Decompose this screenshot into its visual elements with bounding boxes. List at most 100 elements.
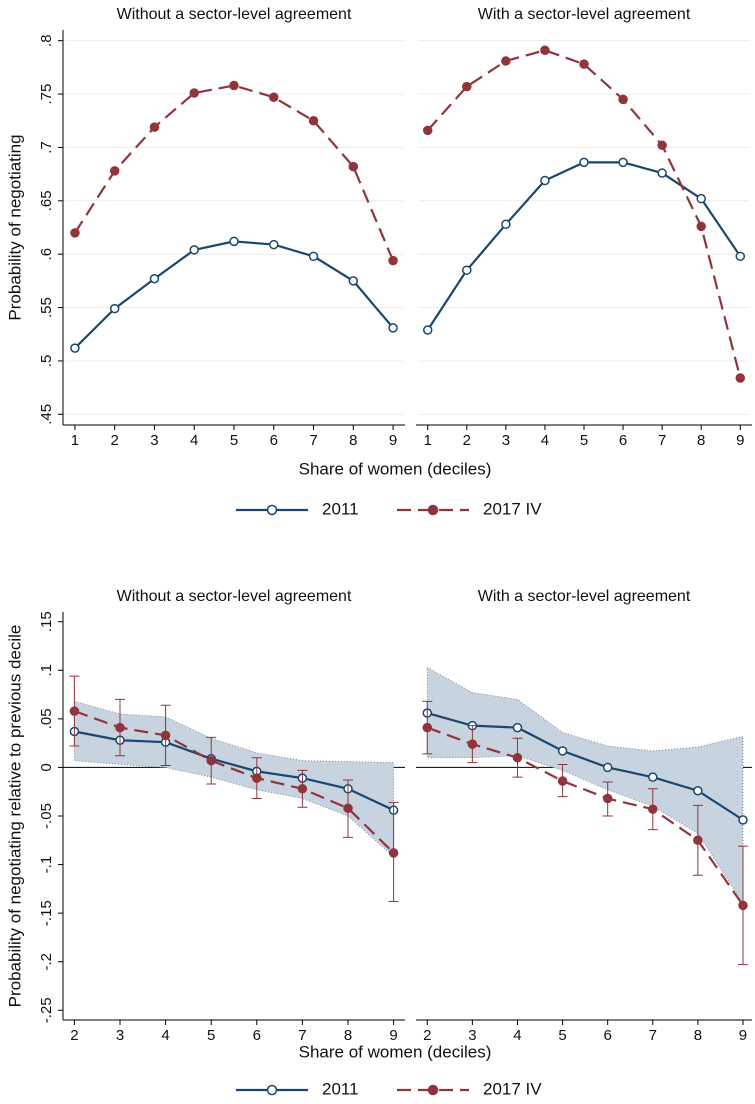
point <box>735 251 746 262</box>
point <box>348 276 359 286</box>
point <box>602 793 613 804</box>
point <box>229 80 239 91</box>
y-tick-label: .6 <box>38 248 55 261</box>
x-tick-label: 3 <box>468 1027 476 1044</box>
point <box>149 273 160 284</box>
y-tick-label: .1 <box>38 664 55 677</box>
x-tick-label: 5 <box>230 432 238 449</box>
point <box>252 773 262 783</box>
legend-marker <box>427 504 439 516</box>
x-tick-label: 2 <box>111 432 119 449</box>
point <box>388 323 398 333</box>
point <box>388 255 398 266</box>
x-tick-label: 7 <box>649 1027 657 1044</box>
x-tick-label: 2 <box>70 1027 78 1044</box>
point <box>618 157 628 168</box>
y-axis-label: Probability of negotiating <box>5 134 24 320</box>
point <box>189 88 199 98</box>
legend-label: 2017 IV <box>483 1079 542 1098</box>
point <box>115 722 125 733</box>
point <box>462 81 472 92</box>
point <box>297 784 308 794</box>
point <box>657 140 667 151</box>
x-tick-label: 8 <box>697 432 705 449</box>
y-axis-label: Probability of negotiating relative to p… <box>5 625 24 1008</box>
x-tick-label: 3 <box>116 1027 124 1044</box>
point <box>109 166 120 176</box>
x-tick-label: 3 <box>150 432 158 449</box>
point <box>189 245 199 255</box>
y-tick-label: 0 <box>38 763 55 771</box>
x-tick-label: 9 <box>389 1027 397 1044</box>
series-line <box>426 49 742 379</box>
x-tick-label: 7 <box>309 432 317 449</box>
x-tick-label: 8 <box>694 1027 702 1044</box>
y-tick-label: .05 <box>38 708 55 729</box>
series-line <box>74 240 394 349</box>
y-tick-label: .45 <box>38 404 55 425</box>
point <box>308 251 319 262</box>
x-tick-label: 3 <box>502 432 510 449</box>
point <box>308 115 319 126</box>
point <box>602 762 613 773</box>
point <box>109 303 120 314</box>
point <box>540 45 550 56</box>
x-axis-label: Share of women (deciles) <box>299 1042 492 1061</box>
point <box>557 776 568 786</box>
y-tick-label: .7 <box>38 141 55 154</box>
x-tick-label: 4 <box>190 432 198 449</box>
x-tick-label: 1 <box>71 432 79 449</box>
point <box>149 122 160 132</box>
series-line <box>74 84 395 262</box>
point <box>160 730 171 741</box>
point <box>388 848 399 858</box>
point <box>693 835 703 846</box>
point <box>512 722 523 733</box>
point <box>657 168 667 178</box>
point <box>618 94 628 105</box>
legend-label: 2011 <box>322 1079 359 1098</box>
legend-marker <box>266 1084 278 1096</box>
x-tick-label: 8 <box>349 432 357 449</box>
y-tick-label: .5 <box>38 355 55 368</box>
x-tick-label: 4 <box>513 1027 521 1044</box>
y-tick-label: .8 <box>38 34 55 47</box>
x-tick-label: 2 <box>423 1027 431 1044</box>
series-line <box>426 161 742 331</box>
point <box>422 325 433 335</box>
y-tick-label: -.2 <box>38 953 55 971</box>
point <box>206 755 216 766</box>
point <box>69 706 80 716</box>
point <box>467 739 478 749</box>
x-tick-label: 5 <box>558 1027 566 1044</box>
point <box>422 125 433 136</box>
point <box>648 804 658 814</box>
point <box>501 219 511 230</box>
panel-title: Without a sector-level agreement <box>117 588 352 605</box>
point <box>735 373 746 383</box>
point <box>693 785 703 796</box>
x-tick-label: 9 <box>739 1027 747 1044</box>
point <box>343 803 353 813</box>
panel-title: With a sector-level agreement <box>478 6 691 23</box>
y-tick-label: -.15 <box>38 900 55 926</box>
series-line <box>74 730 395 812</box>
legend-label: 2011 <box>322 499 359 518</box>
x-axis-label: Share of women (deciles) <box>299 459 492 478</box>
x-tick-label: 9 <box>736 432 744 449</box>
x-tick-label: 6 <box>604 1027 612 1044</box>
point <box>70 228 80 238</box>
point <box>579 59 589 69</box>
y-tick-label: -.25 <box>38 997 55 1023</box>
legend-marker <box>266 504 278 516</box>
point <box>738 815 748 825</box>
point <box>696 193 706 204</box>
series-line <box>426 726 744 906</box>
point <box>557 746 568 756</box>
x-tick-label: 5 <box>580 432 588 449</box>
y-tick-label: .65 <box>38 190 55 211</box>
point <box>540 175 550 186</box>
point <box>501 56 511 66</box>
x-tick-label: 9 <box>389 432 397 449</box>
